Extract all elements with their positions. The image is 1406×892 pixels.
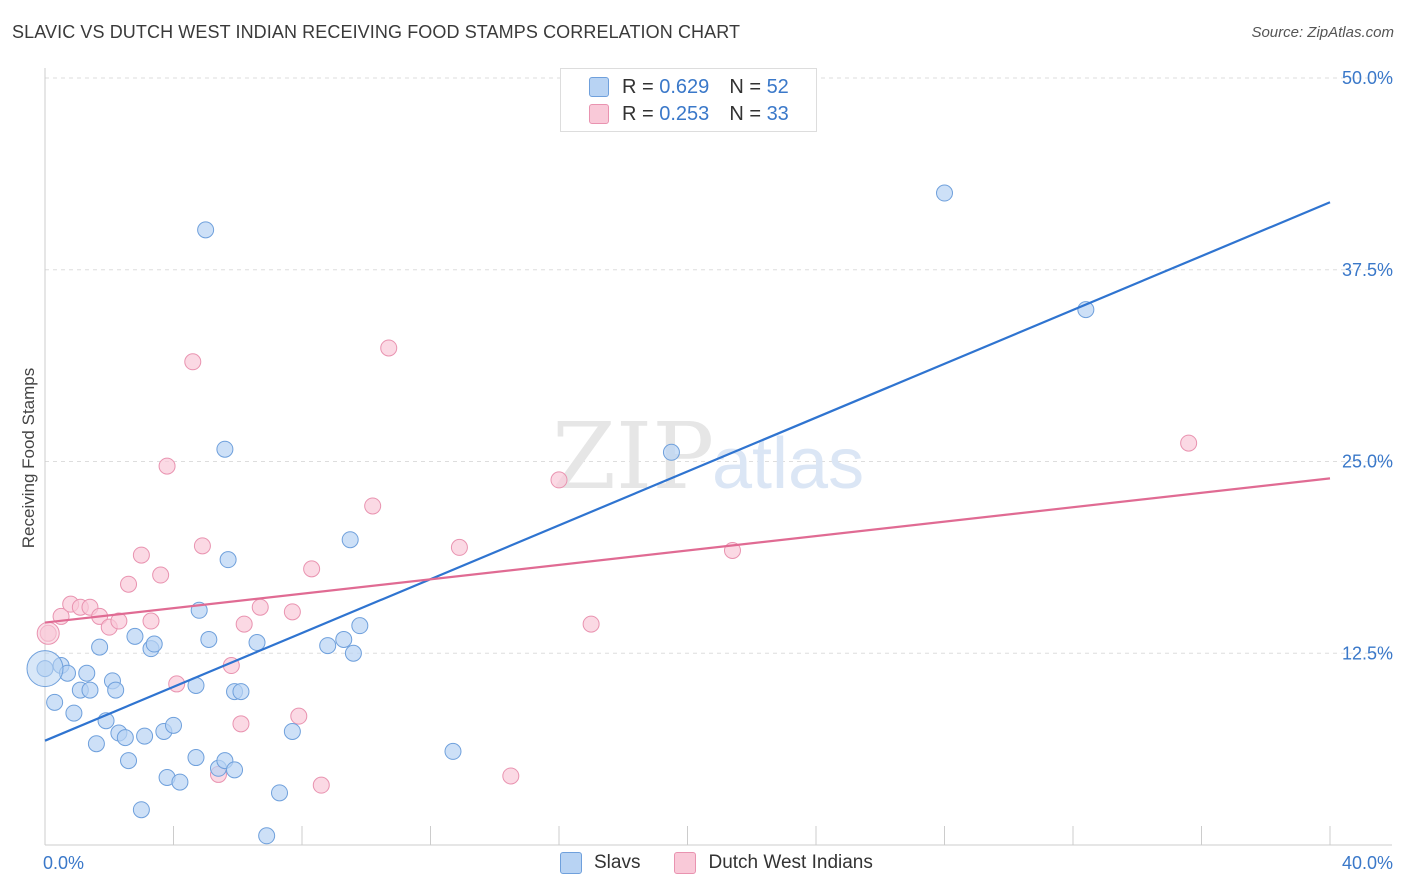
- legend-swatch-slavs: [560, 852, 582, 874]
- slavs-point: [319, 637, 337, 655]
- slavs-point: [171, 773, 189, 791]
- slavs-point: [65, 704, 83, 722]
- dwi-point: [450, 538, 468, 556]
- slavs-point: [341, 531, 359, 549]
- slavs-point: [197, 221, 215, 239]
- slavs-point: [136, 727, 154, 745]
- y-tick-label: 12.5%: [1342, 643, 1393, 663]
- dwi-point: [290, 707, 308, 725]
- dwi-point: [110, 612, 128, 630]
- dwi-n-value: 33: [766, 102, 789, 125]
- dwi-point: [550, 471, 568, 489]
- slavs-point: [444, 742, 462, 760]
- dwi-point: [283, 603, 301, 621]
- dwi-point: [502, 767, 520, 785]
- slavs-point: [662, 443, 680, 461]
- x-tick-label: 0.0%: [43, 853, 84, 873]
- slavs-point: [232, 683, 250, 701]
- slavs-point: [344, 644, 362, 662]
- slavs-r-label: R =: [622, 75, 654, 98]
- dwi-n-label: N =: [729, 102, 761, 125]
- dwi-point: [132, 546, 150, 564]
- dwi-point: [251, 598, 269, 616]
- slavs-point: [271, 784, 289, 802]
- slavs-point: [81, 681, 99, 699]
- y-tick-label: 50.0%: [1342, 68, 1393, 88]
- slavs-point: [46, 693, 64, 711]
- dwi-point: [582, 615, 600, 633]
- slavs-swatch: [589, 77, 609, 97]
- dwi-point: [120, 575, 138, 593]
- slavs-point: [187, 749, 205, 767]
- watermark-atlas: atlas: [712, 424, 864, 504]
- slavs-point: [116, 729, 134, 747]
- slavs-point: [216, 440, 234, 458]
- slavs-n-value: 52: [766, 75, 789, 98]
- slavs-point: [120, 752, 138, 770]
- slavs-trendline: [44, 201, 1331, 742]
- dwi-point: [303, 560, 321, 578]
- legend-swatch-dwi: [674, 852, 697, 874]
- watermark: ZIP atlas: [552, 403, 864, 510]
- dwi-point: [142, 612, 160, 630]
- legend-item-slavs[interactable]: Slavs: [560, 852, 640, 874]
- slavs-point: [200, 630, 218, 648]
- slavs-point: [87, 735, 105, 753]
- slavs-point: [248, 634, 266, 652]
- dwi-point: [184, 353, 202, 371]
- dwi-swatch: [589, 104, 609, 124]
- legend-item-dwi[interactable]: Dutch West Indians: [674, 852, 873, 874]
- legend-label-slavs: Slavs: [594, 852, 641, 873]
- dwi-trendline: [44, 477, 1331, 624]
- dwi-point-large: [36, 621, 60, 645]
- slavs-point: [283, 722, 301, 740]
- slavs-point: [219, 551, 237, 569]
- dwi-points: [36, 339, 1198, 794]
- dwi-point: [232, 715, 250, 733]
- series-legend: Slavs Dutch West Indians: [560, 852, 907, 874]
- slavs-point: [165, 716, 182, 734]
- source-label: Source: ZipAtlas.com: [1251, 24, 1394, 41]
- dwi-point: [312, 776, 330, 794]
- dwi-r-value: 0.253: [659, 102, 710, 125]
- dwi-point: [1180, 434, 1198, 452]
- dwi-point: [235, 615, 253, 633]
- dwi-point: [364, 497, 382, 515]
- watermark-zip: ZIP: [552, 403, 714, 510]
- chart-title: SLAVIC VS DUTCH WEST INDIAN RECEIVING FO…: [12, 22, 741, 42]
- slavs-point-large: [26, 650, 64, 688]
- dwi-point: [380, 339, 398, 357]
- stats-row-slavs: R = 0.629 N = 52: [561, 73, 789, 101]
- dwi-r-label: R =: [622, 102, 654, 125]
- gridlines: [45, 77, 1392, 654]
- slavs-point: [91, 638, 109, 656]
- slavs-points: [26, 184, 1095, 845]
- axes: [44, 68, 1392, 846]
- slavs-point: [936, 184, 953, 202]
- slavs-n-label: N =: [729, 75, 761, 98]
- legend-label-dwi: Dutch West Indians: [708, 852, 873, 873]
- y-tick-label: 37.5%: [1342, 260, 1393, 280]
- slavs-point: [107, 681, 125, 699]
- dwi-point: [158, 457, 176, 475]
- slavs-point: [126, 627, 144, 645]
- slavs-point: [258, 827, 276, 845]
- slavs-point: [78, 664, 96, 682]
- slavs-point: [132, 801, 150, 819]
- tick-labels: 12.5% 25.0% 37.5% 50.0% 0.0% 40.0%: [43, 68, 1393, 873]
- x-tick-label: 40.0%: [1342, 853, 1393, 873]
- y-tick-label: 25.0%: [1342, 452, 1393, 472]
- slavs-point: [145, 635, 163, 653]
- slavs-point: [351, 617, 369, 635]
- slavs-r-value: 0.629: [659, 75, 710, 98]
- y-axis-label: Receiving Food Stamps: [19, 368, 38, 548]
- trendlines: [44, 201, 1331, 742]
- stats-row-dwi: R = 0.253 N = 33: [561, 100, 789, 128]
- dwi-point: [152, 566, 170, 584]
- slavs-point: [335, 630, 353, 648]
- stats-legend: R = 0.629 N = 52 R = 0.253 N = 33: [560, 68, 817, 132]
- slavs-point: [226, 761, 244, 779]
- dwi-point: [193, 537, 211, 555]
